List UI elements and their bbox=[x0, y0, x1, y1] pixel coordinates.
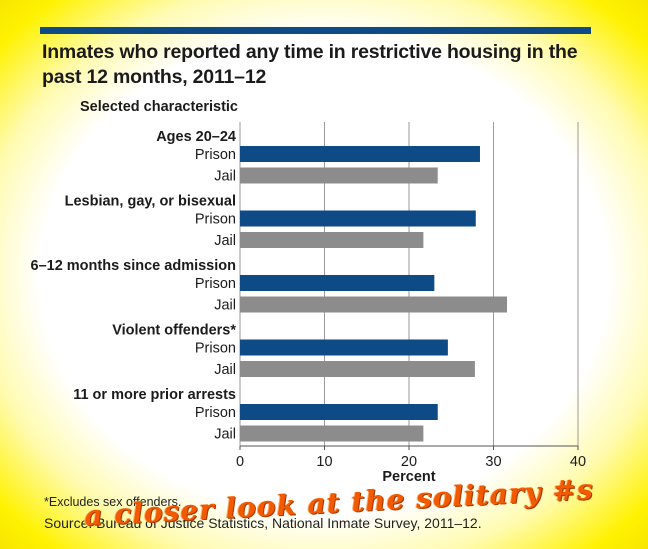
bar-label: Jail bbox=[214, 362, 236, 378]
x-tick-label: 20 bbox=[401, 454, 417, 470]
bar-jail bbox=[240, 232, 424, 248]
x-tick-label: 10 bbox=[316, 454, 332, 470]
group-label: 11 or more prior arrests bbox=[73, 387, 236, 403]
bar-label: Jail bbox=[214, 169, 236, 185]
bar-label: Prison bbox=[195, 147, 236, 163]
bar-prison bbox=[240, 210, 476, 227]
bar-label: Jail bbox=[214, 233, 236, 249]
source-note: Source: Bureau of Justice Statistics, Na… bbox=[44, 515, 482, 531]
title-accent-bar bbox=[40, 27, 591, 34]
group-label: Ages 20–24 bbox=[156, 129, 236, 145]
category-header: Selected characteristic bbox=[80, 99, 238, 115]
bar-label: Prison bbox=[195, 212, 236, 228]
bar-prison bbox=[240, 404, 438, 420]
x-tick-label: 40 bbox=[570, 454, 586, 470]
bar-jail bbox=[240, 361, 475, 377]
group-label: 6–12 months since admission bbox=[31, 258, 237, 274]
bar-label: Prison bbox=[195, 405, 236, 421]
chart-title: Inmates who reported any time in restric… bbox=[42, 41, 578, 88]
group-label: Violent offenders* bbox=[112, 323, 236, 339]
bar-label: Prison bbox=[195, 276, 236, 292]
x-tick-label: 30 bbox=[485, 454, 501, 470]
x-tick-label: 0 bbox=[236, 454, 244, 470]
group-label: Lesbian, gay, or bisexual bbox=[65, 194, 236, 210]
bar-label: Jail bbox=[214, 427, 236, 443]
bar-prison bbox=[240, 339, 448, 356]
footnote: *Excludes sex offenders. bbox=[44, 495, 182, 509]
x-axis-title: Percent bbox=[382, 469, 435, 485]
bar-jail bbox=[240, 167, 438, 184]
bar-prison bbox=[240, 275, 435, 291]
bar-jail bbox=[240, 425, 424, 442]
bar-label: Jail bbox=[214, 298, 236, 314]
bar-jail bbox=[240, 296, 508, 313]
bar-label: Prison bbox=[195, 341, 236, 357]
bar-prison bbox=[240, 146, 480, 162]
